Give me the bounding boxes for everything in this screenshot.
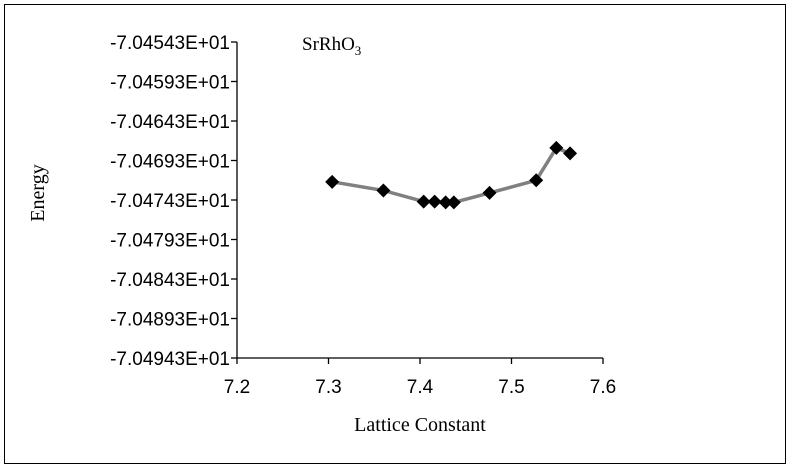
chart-title: SrRhO3 [302,34,361,58]
y-tick-label: -7.04893E+01 [110,310,230,331]
y-tick-label: -7.04743E+01 [110,191,230,212]
data-point [482,185,497,200]
y-tick-label: -7.04943E+01 [110,349,230,370]
y-tick-label: -7.04593E+01 [110,73,230,94]
x-tick-label: 7.5 [498,377,524,398]
x-tick-label: 7.6 [590,377,616,398]
data-point [529,173,544,188]
x-tick-label: 7.2 [224,377,250,398]
x-axis-title: Lattice Constant [354,414,486,436]
y-tick-label: -7.04643E+01 [110,112,230,133]
data-point [446,195,461,210]
data-point [325,174,340,189]
chart-frame [4,4,786,464]
y-tick-label: -7.04793E+01 [110,231,230,252]
data-point [438,195,453,210]
data-point [416,194,431,209]
y-tick-label: -7.04843E+01 [110,270,230,291]
data-point [427,194,442,209]
data-point [563,146,578,161]
y-tick-label: -7.04543E+01 [110,33,230,54]
data-point [376,183,391,198]
data-point [549,140,564,155]
x-tick-label: 7.4 [407,377,434,398]
y-axis-title: Energy [27,164,49,221]
x-tick-label: 7.3 [315,377,341,398]
y-tick-label: -7.04693E+01 [110,152,230,173]
